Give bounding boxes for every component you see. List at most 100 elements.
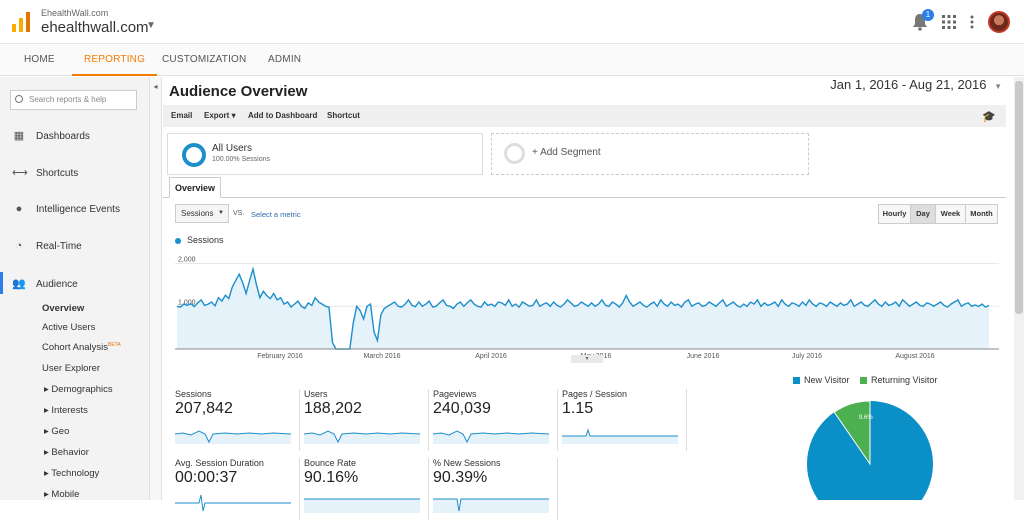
metric-selector[interactable]: Sessions ▼ [175, 204, 229, 223]
scrollbar-thumb[interactable] [1015, 81, 1023, 314]
shortcut-arrow-icon: ⟷ [12, 167, 28, 179]
report-area: Audience Overview Jan 1, 2016 - Aug 21, … [163, 77, 1014, 520]
sessions-series-line[interactable] [176, 266, 990, 350]
legend-swatch [793, 377, 800, 384]
kpi-pages-per-session[interactable]: Pages / Session 1.15 [562, 389, 687, 451]
apps-grid-icon[interactable] [942, 15, 956, 29]
tab-admin[interactable]: ADMIN [268, 54, 302, 65]
page-scrollbar[interactable] [1014, 77, 1024, 500]
active-section-indicator [0, 272, 3, 294]
expand-caret-icon: ▸ [44, 426, 52, 437]
sessions-legend-label: Sessions [187, 235, 224, 245]
chevron-down-icon: ▾ [229, 111, 236, 120]
user-avatar[interactable] [988, 11, 1010, 33]
select-metric-link[interactable]: Select a metric [251, 210, 301, 219]
sidebar-sub-mobile[interactable]: ▸ Mobile [44, 489, 80, 500]
kpi-sessions[interactable]: Sessions 207,842 [175, 389, 300, 451]
sidebar-item-dashboards[interactable]: ▦ Dashboards [13, 130, 90, 142]
segment-ring-icon [182, 143, 206, 167]
notification-count-badge: 1 [922, 9, 934, 21]
sidebar-sub-geo[interactable]: ▸ Geo [44, 426, 70, 437]
sidebar-sub-technology[interactable]: ▸ Technology [44, 468, 100, 479]
notifications-bell-icon[interactable]: 1 [912, 9, 934, 31]
expand-caret-icon: ▸ [44, 384, 52, 395]
pie-slice-returning-visitor[interactable] [833, 400, 871, 466]
x-tick-label: June 2016 [687, 353, 720, 360]
chevron-down-icon: ▼ [218, 210, 224, 216]
tab-home[interactable]: HOME [24, 54, 55, 65]
tab-overview[interactable]: Overview [169, 177, 221, 198]
tab-reporting[interactable]: REPORTING [72, 44, 158, 76]
report-toolbar: Email Export ▾ Add to Dashboard Shortcut… [163, 105, 1006, 127]
sidebar: Search reports & help ▦ Dashboards ⟷ Short… [0, 77, 150, 500]
top-bar: EhealthWall.com ehealthwall.com ▼ 1 [0, 0, 1024, 44]
sidebar-collapse-button[interactable]: ◂ [150, 77, 162, 500]
grid-icon: ▦ [13, 130, 25, 142]
graduation-cap-icon[interactable]: 🎓 [982, 111, 996, 123]
sidebar-sub-demographics[interactable]: ▸ Demographics [44, 384, 113, 395]
search-input[interactable]: Search reports & help [10, 90, 137, 110]
email-button[interactable]: Email [171, 111, 193, 120]
kpi-bounce-rate[interactable]: Bounce Rate 90.16% [304, 458, 429, 520]
sidebar-sub-behavior[interactable]: ▸ Behavior [44, 447, 89, 458]
people-icon: 👥 [12, 278, 26, 290]
legend-swatch [860, 377, 867, 384]
chevron-left-icon: ◂ [153, 82, 158, 91]
kpi-avg-session-duration[interactable]: Avg. Session Duration 00:00:37 [175, 458, 300, 520]
more-options-icon[interactable] [970, 15, 974, 29]
sidebar-sub-user-explorer[interactable]: User Explorer [42, 363, 101, 374]
kpi-new-sessions[interactable]: % New Sessions 90.39% [433, 458, 558, 520]
tab-customization[interactable]: CUSTOMIZATION [162, 54, 247, 65]
segment-empty-ring-icon [504, 143, 525, 164]
sidebar-item-intelligence-events[interactable]: ● Intelligence Events [12, 203, 120, 215]
sidebar-sub-cohort-analysis[interactable]: Cohort AnalysisBETA [42, 342, 121, 353]
kpi-sparkline [433, 498, 549, 513]
pie-legend-new-visitor[interactable]: New Visitor [793, 375, 849, 385]
lightbulb-icon: ● [15, 203, 23, 215]
x-tick-label: April 2016 [475, 353, 507, 360]
sessions-line-chart[interactable]: 2,000 1,000 February 2016 March 2016 April 2… [175, 249, 999, 361]
add-segment-button[interactable]: + Add Segment [491, 133, 809, 175]
search-icon [15, 95, 23, 103]
date-range-picker[interactable]: Jan 1, 2016 - Aug 21, 2016 ▼ [830, 77, 1002, 92]
visitor-type-pie-chart[interactable]: 9.6% [805, 399, 935, 500]
vs-label: VS. [233, 210, 245, 217]
x-tick-label: March 2016 [364, 353, 401, 360]
month-button[interactable]: Month [965, 204, 998, 224]
sidebar-sub-overview[interactable]: Overview [42, 303, 85, 314]
shortcut-button[interactable]: Shortcut [327, 111, 360, 120]
sidebar-item-shortcuts[interactable]: ⟷ Shortcuts [12, 167, 79, 179]
segment-all-users[interactable]: All Users 100.00% Sessions [167, 133, 483, 175]
x-tick-label: February 2016 [257, 353, 303, 360]
week-button[interactable]: Week [935, 204, 966, 224]
sidebar-item-real-time[interactable]: ◔ Real-Time [12, 240, 82, 252]
expand-caret-icon: ▸ [44, 489, 52, 500]
kpi-sparkline [304, 498, 420, 513]
account-name[interactable]: EhealthWall.com [41, 8, 109, 18]
pie-slice-label: 9.6% [859, 415, 873, 421]
add-to-dashboard-button[interactable]: Add to Dashboard [248, 111, 318, 120]
hourly-button[interactable]: Hourly [878, 204, 911, 224]
y-tick-label: 1,000 [178, 299, 196, 306]
day-button[interactable]: Day [910, 204, 936, 224]
analytics-logo-icon[interactable] [12, 12, 30, 32]
x-tick-label: August 2016 [895, 353, 934, 360]
sidebar-item-audience[interactable]: 👥 Audience [12, 278, 78, 290]
kpi-sparkline [562, 428, 678, 444]
expand-caret-icon: ▸ [44, 405, 52, 416]
page-title: Audience Overview [169, 83, 308, 100]
sidebar-sub-interests[interactable]: ▸ Interests [44, 405, 88, 416]
tab-divider [163, 197, 1006, 198]
kpi-sparkline [175, 430, 291, 444]
property-selector[interactable]: ehealthwall.com [41, 19, 149, 36]
export-button[interactable]: Export ▾ [204, 111, 236, 120]
main-nav: HOME REPORTING CUSTOMIZATION ADMIN [0, 44, 1024, 76]
sidebar-sub-active-users[interactable]: Active Users [42, 322, 96, 333]
property-dropdown-icon[interactable]: ▼ [146, 20, 156, 31]
pie-legend-returning-visitor[interactable]: Returning Visitor [860, 375, 937, 385]
kpi-pageviews[interactable]: Pageviews 240,039 [433, 389, 558, 451]
kpi-sparkline [175, 494, 291, 512]
x-tick-label: July 2016 [792, 353, 822, 360]
chart-collapse-handle[interactable]: ▾ [571, 355, 603, 363]
kpi-users[interactable]: Users 188,202 [304, 389, 429, 451]
